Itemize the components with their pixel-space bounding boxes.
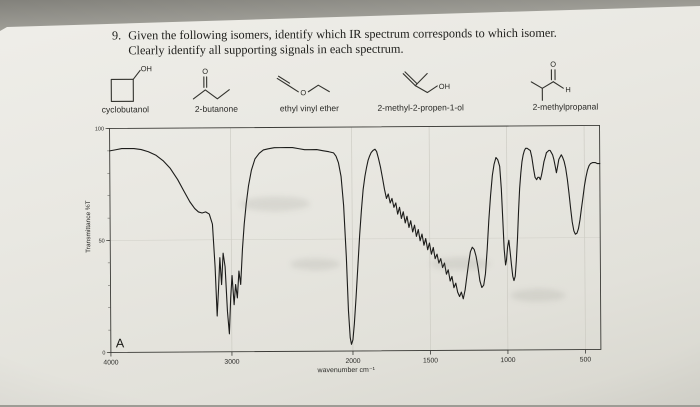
cyclobutanol-structure: OH xyxy=(97,61,153,107)
molecule-ethyl-vinyl-ether: O ethyl vinyl ether xyxy=(271,62,347,113)
carbonyl-double-bond xyxy=(551,70,555,80)
molecule-name: 2-methylpropanal xyxy=(523,101,607,112)
molecule-name: 2-methyl-2-propen-1-ol xyxy=(377,102,461,113)
x-tick-label: 3000 xyxy=(224,359,239,366)
methylpropenol-structure: OH xyxy=(377,61,461,106)
question-line-1: Given the following isomers, identify wh… xyxy=(128,26,557,44)
x-tick-label: 1500 xyxy=(423,357,438,364)
molecule-name: cyclobutanol xyxy=(97,104,153,114)
aldehyde-h-bond xyxy=(553,82,563,89)
molecule-2-methylpropanal: O H 2-methylpropanal xyxy=(523,54,607,112)
panel-label: A xyxy=(116,336,125,350)
carbonyl-oxygen-label: O xyxy=(550,60,556,69)
x-tick-label: 4000 xyxy=(103,359,118,366)
spectrum-curve xyxy=(110,146,601,346)
y-tick-label: 50 xyxy=(99,238,105,244)
carbonyl-oxygen-label: O xyxy=(202,67,208,76)
hydroxyl-label: OH xyxy=(141,64,152,73)
cyclobutane-ring xyxy=(111,79,133,101)
methylpropanal-structure: O H xyxy=(523,54,607,105)
aldehyde-h-label: H xyxy=(565,85,570,94)
y-axis-title: Transmittance %T xyxy=(85,200,92,253)
question-number: 9. xyxy=(112,28,121,58)
question-block: 9. Given the following isomers, identify… xyxy=(112,26,557,59)
molecule-2-butanone: O 2-butanone xyxy=(185,61,247,114)
question-text: Given the following isomers, identify wh… xyxy=(128,26,557,59)
alkene-double-bond xyxy=(403,72,417,86)
molecule-name: 2-butanone xyxy=(185,104,247,114)
question-line-2: Clearly identify all supporting signals … xyxy=(128,41,557,59)
ether-oxygen-label: O xyxy=(300,88,306,97)
hydroxymethyl-chain xyxy=(415,85,437,92)
x-tick-label: 1000 xyxy=(500,357,515,364)
isopropyl-bond-1 xyxy=(531,82,553,89)
ethyl-vinyl-ether-structure: O xyxy=(271,62,347,106)
x-axis-title: wavenumber cm⁻¹ xyxy=(317,367,376,374)
hydroxyl-label: OH xyxy=(439,82,450,91)
molecule-name: ethyl vinyl ether xyxy=(271,103,347,113)
y-tick-label: 0 xyxy=(102,350,105,356)
butanone-structure: O xyxy=(185,61,247,107)
gridline-horizontal xyxy=(110,237,600,240)
vinyl-double-bond xyxy=(277,76,289,85)
x-tick-label: 2000 xyxy=(345,358,360,365)
vinyl-o-bond xyxy=(288,85,298,92)
ethyl-chain xyxy=(308,85,329,92)
methyl-bond xyxy=(415,74,427,86)
y-tick-label: 100 xyxy=(95,127,104,133)
x-tick-label: 500 xyxy=(580,357,592,364)
c-o-bond xyxy=(133,70,140,79)
molecule-cyclobutanol: OH cyclobutanol xyxy=(97,61,153,114)
carbon-chain xyxy=(193,90,229,99)
molecule-2-methyl-2-propen-1-ol: OH 2-methyl-2-propen-1-ol xyxy=(377,61,461,113)
carbonyl-double-bond xyxy=(204,77,207,88)
